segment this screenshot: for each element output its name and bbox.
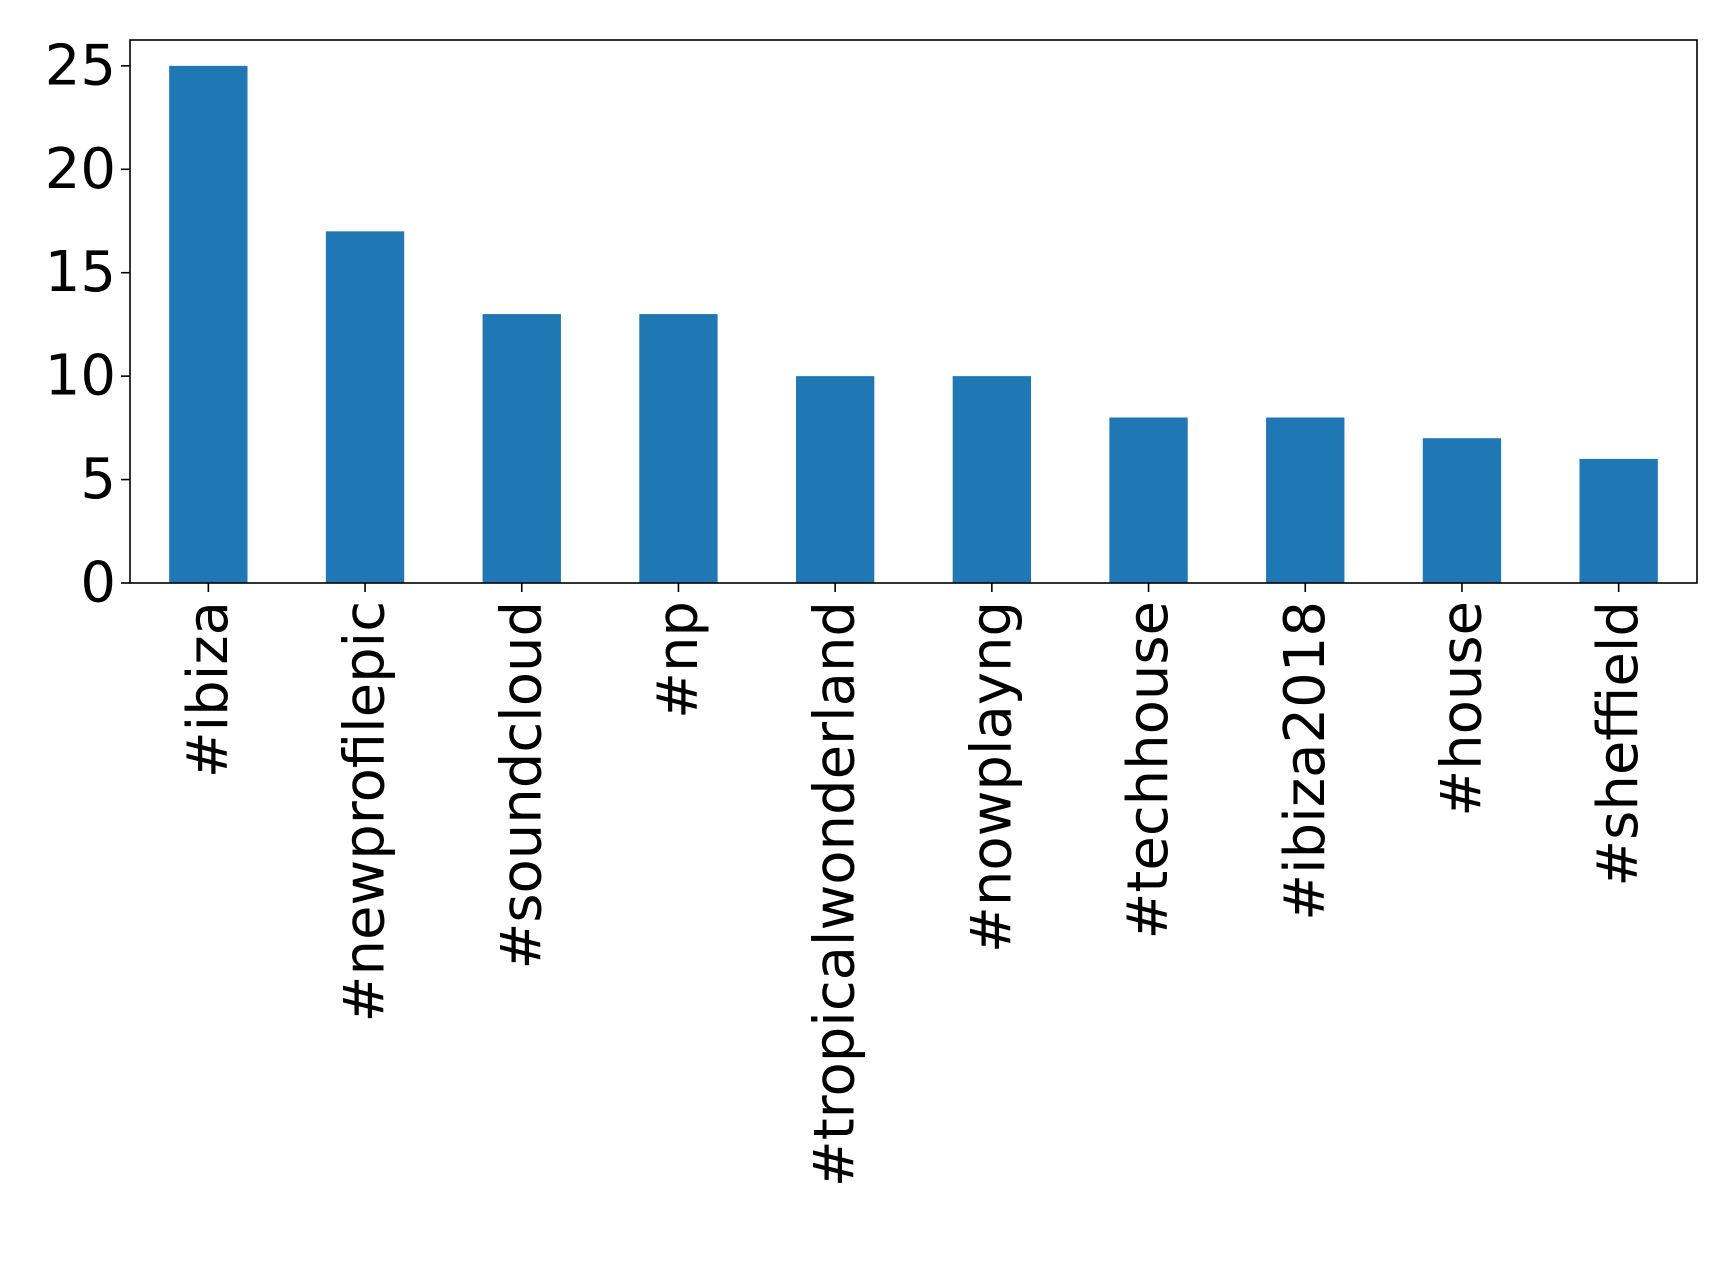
y-axis: 0 5 10 15 20 25 xyxy=(45,33,130,616)
x-tick-label: #newprofilepic xyxy=(333,601,398,1022)
x-tick-label: #house xyxy=(1429,601,1494,817)
x-tick-label: #ibiza xyxy=(176,601,241,778)
x-tick-label: #ibiza2018 xyxy=(1273,601,1338,921)
bar-np xyxy=(639,314,718,583)
x-tick-label: #sheffield xyxy=(1586,601,1651,887)
bar-house xyxy=(1422,438,1502,583)
x-tick-label: #np xyxy=(646,601,711,719)
bar-soundcloud xyxy=(482,314,561,583)
x-tick-label: #tropicalwonderland xyxy=(803,601,868,1187)
x-tick-label: #soundcloud xyxy=(489,601,554,970)
plot-frame xyxy=(129,39,1698,584)
y-tick-label: 15 xyxy=(45,240,116,305)
bar-ibiza xyxy=(169,65,248,584)
y-tick-label: 25 xyxy=(45,33,116,98)
y-tick-label: 20 xyxy=(45,137,116,202)
bars xyxy=(169,65,1658,584)
bar-newprofilepic xyxy=(325,231,405,584)
x-tick-label: #techhouse xyxy=(1116,601,1181,940)
bar-ibiza2018 xyxy=(1266,417,1345,583)
y-tick-label: 10 xyxy=(45,344,116,409)
bar-sheffield xyxy=(1579,458,1658,583)
x-tick-label: #nowplayng xyxy=(959,601,1024,953)
y-tick-label: 0 xyxy=(80,551,116,616)
bar-nowplayng xyxy=(952,376,1032,583)
bar-techhouse xyxy=(1109,417,1188,583)
x-axis: #ibiza #newprofilepic #soundcloud #np #tropi… xyxy=(176,583,1651,1187)
y-tick-label: 5 xyxy=(80,447,116,512)
bar-tropicalwonderland xyxy=(795,376,875,583)
